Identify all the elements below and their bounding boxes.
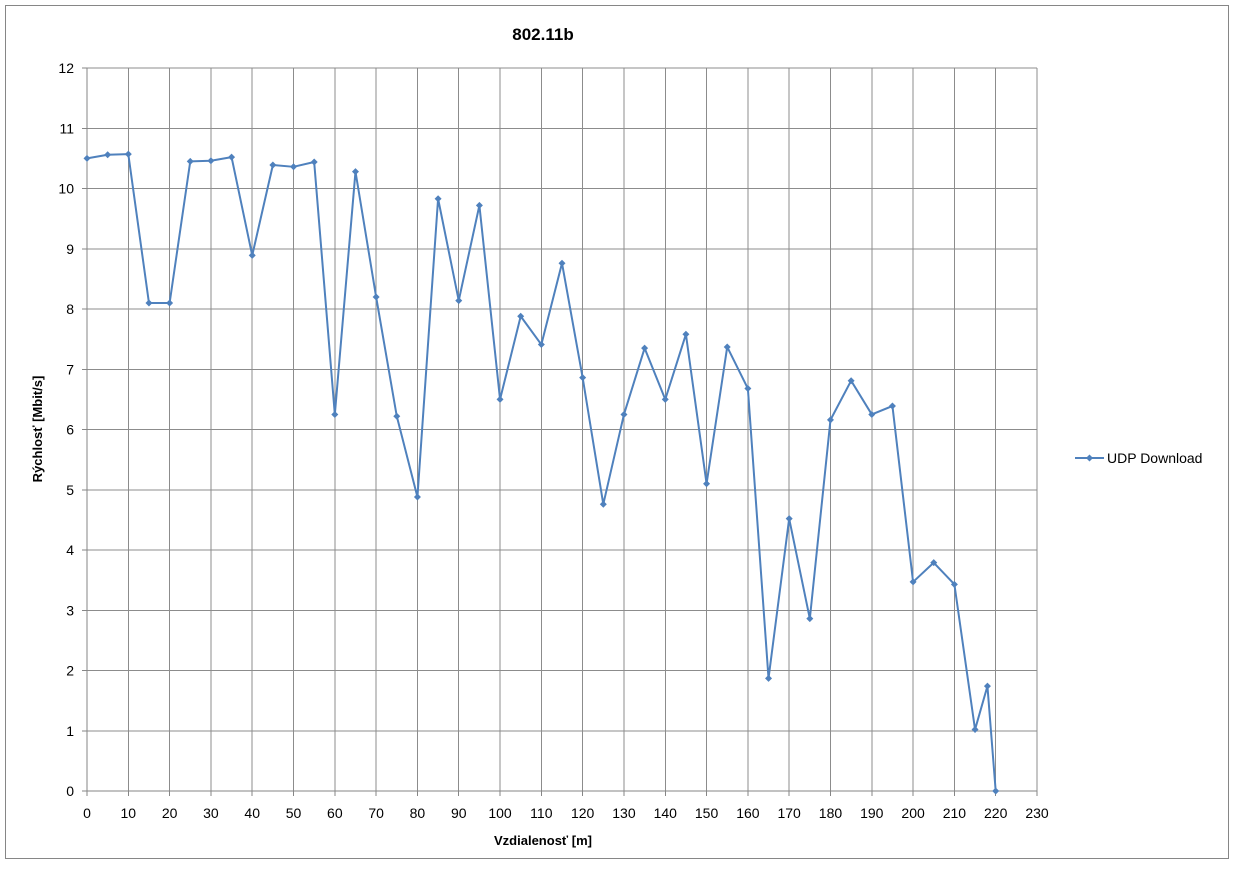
data-point [104, 151, 112, 159]
x-tick-label: 10 [121, 805, 137, 821]
data-point [434, 195, 442, 203]
x-tick-labels: 0 10 20 30 40 50 60 70 80 90 100 110 120 130 140 150 160… [83, 805, 1049, 821]
x-tick-label: 210 [943, 805, 967, 821]
x-tick-label: 170 [777, 805, 801, 821]
y-tick-label: 12 [58, 60, 74, 76]
data-point [455, 297, 463, 305]
data-point [166, 299, 174, 307]
data-point [310, 158, 318, 166]
data-point [971, 726, 979, 734]
y-tick-label: 7 [66, 361, 74, 377]
y-tick-label: 3 [66, 602, 74, 618]
y-tick-label: 0 [66, 783, 74, 799]
x-tick-label: 220 [984, 805, 1008, 821]
data-point [228, 153, 236, 161]
legend-marker [1086, 454, 1093, 462]
axes [82, 67, 1038, 796]
chart-border [5, 5, 1229, 859]
x-tick-label: 60 [327, 805, 343, 821]
data-point [703, 480, 711, 488]
data-point [290, 163, 298, 171]
x-tick-label: 50 [286, 805, 302, 821]
data-point [909, 578, 917, 586]
data-point [393, 412, 401, 420]
x-tick-label: 110 [530, 805, 553, 821]
data-point [145, 299, 153, 307]
data-point [661, 395, 669, 403]
x-tick-label: 80 [410, 805, 426, 821]
data-point [847, 377, 855, 385]
y-tick-label: 11 [59, 120, 74, 136]
data-point [785, 515, 793, 523]
legend: UDP Download [1075, 450, 1202, 466]
data-point [992, 787, 1000, 795]
x-tick-label: 100 [488, 805, 512, 821]
chart-title: 802.11b [512, 25, 573, 44]
data-point [517, 312, 525, 320]
data-point [248, 251, 256, 259]
x-tick-label: 140 [654, 805, 678, 821]
x-tick-label: 20 [162, 805, 178, 821]
y-tick-label: 5 [66, 482, 74, 498]
data-point [826, 416, 834, 424]
y-tick-label: 10 [58, 181, 74, 197]
data-point [641, 344, 649, 352]
y-tick-label: 4 [66, 542, 74, 558]
x-tick-label: 190 [860, 805, 884, 821]
data-point [207, 157, 215, 165]
x-tick-label: 180 [819, 805, 843, 821]
y-tick-label: 1 [66, 723, 74, 739]
data-point [331, 410, 339, 418]
x-tick-label: 90 [451, 805, 467, 821]
x-tick-label: 130 [612, 805, 636, 821]
data-point [579, 374, 587, 382]
series-udp-download [83, 150, 1000, 795]
data-point [723, 343, 731, 351]
data-point [744, 385, 752, 393]
x-axis-title: Vzdialenosť [m] [494, 833, 592, 848]
data-point [496, 395, 504, 403]
x-tick-label: 120 [571, 805, 595, 821]
data-point [930, 559, 938, 567]
x-tick-label: 30 [203, 805, 219, 821]
data-point [124, 150, 132, 158]
legend-label: UDP Download [1107, 450, 1202, 466]
data-point [950, 580, 958, 588]
data-point [269, 161, 277, 169]
x-tick-label: 150 [695, 805, 719, 821]
y-axis-title: Rýchlosť [Mbit/s] [30, 376, 45, 483]
x-tick-label: 70 [368, 805, 384, 821]
x-tick-label: 160 [736, 805, 760, 821]
data-point [888, 402, 896, 410]
data-point [537, 341, 545, 349]
x-tick-label: 230 [1025, 805, 1049, 821]
x-tick-label: 0 [83, 805, 91, 821]
y-tick-label: 2 [66, 663, 74, 679]
data-point [765, 674, 773, 682]
data-point [620, 410, 628, 418]
data-point [475, 201, 483, 209]
data-point [351, 168, 359, 176]
y-tick-label: 9 [66, 241, 74, 257]
data-point [682, 330, 690, 338]
data-point [558, 259, 566, 267]
data-point [186, 157, 194, 165]
data-point [413, 493, 421, 501]
y-tick-label: 8 [66, 301, 74, 317]
x-tick-label: 40 [244, 805, 260, 821]
data-point [372, 293, 380, 301]
series-line [86, 153, 997, 792]
data-point [806, 615, 814, 623]
data-point [83, 154, 91, 162]
data-point [599, 500, 607, 508]
data-point [868, 410, 876, 418]
x-tick-label: 200 [901, 805, 925, 821]
data-point [983, 682, 991, 690]
y-tick-label: 6 [66, 422, 74, 438]
